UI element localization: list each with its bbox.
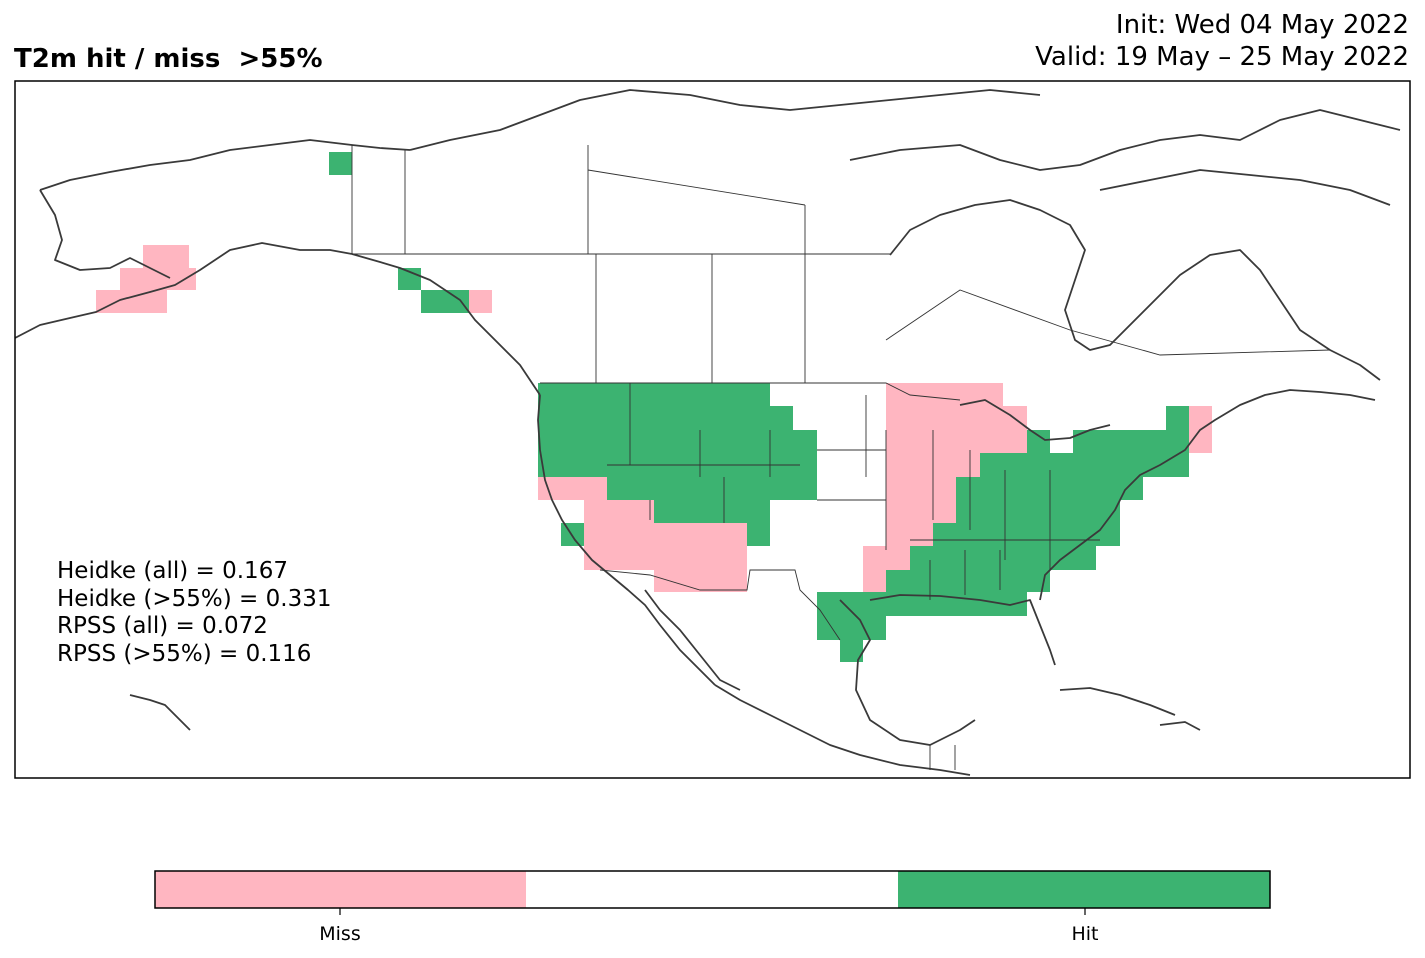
- stat-heidke-all: Heidke (all) = 0.167: [57, 558, 288, 584]
- coast-hawaii: [129, 694, 191, 731]
- colorbar-hit: [898, 871, 1270, 908]
- map-frame: [14, 80, 1411, 779]
- coast-gulf-north: [869, 594, 1056, 666]
- colorbar-miss: [155, 871, 526, 908]
- hit-cell-socal: [561, 523, 584, 546]
- init-date: Init: Wed 04 May 2022: [1115, 10, 1409, 40]
- hit-cells-east: [817, 406, 1189, 662]
- valid-period: Valid: 19 May – 25 May 2022: [1035, 42, 1409, 72]
- colorbar-neutral: [526, 871, 898, 908]
- border-us-states: [607, 383, 1100, 600]
- border-central-america: [929, 745, 956, 770]
- miss-cells-alaska: [96, 245, 196, 313]
- border-canada-provinces: [352, 145, 1331, 383]
- hit-cells-panhandle: [398, 268, 469, 313]
- miss-cell-panhandle: [469, 290, 492, 313]
- verification-cells: [96, 152, 1212, 662]
- coast-us-west: [537, 394, 716, 686]
- hit-cell-nm: [747, 523, 770, 546]
- coast-arctic: [409, 89, 1041, 151]
- coastlines: [15, 89, 1401, 776]
- colorbar: Miss Hit: [154, 870, 1271, 945]
- miss-cells-southwest: [538, 477, 747, 592]
- stat-rpss-all: RPSS (all) = 0.072: [57, 613, 268, 639]
- coast-baffin: [1099, 169, 1391, 206]
- border-us-mexico: [599, 569, 841, 641]
- coast-atlantic: [1039, 389, 1376, 601]
- hit-cells-west: [538, 383, 817, 546]
- coast-hudson-bay: [889, 199, 1381, 381]
- coast-arctic-islands: [849, 109, 1401, 171]
- coast-baja-gulf: [644, 589, 741, 691]
- border-us-canada: [540, 382, 961, 401]
- coast-cuba: [1059, 687, 1176, 716]
- coast-pacific-nw: [351, 253, 541, 396]
- map-content: Heidke (all) = 0.167 Heidke (>55%) = 0.3…: [15, 89, 1401, 776]
- coast-mexico-pacific: [714, 684, 971, 776]
- coast-gulf: [839, 599, 976, 746]
- colorbar-label-hit: Hit: [1071, 923, 1098, 945]
- coast-alaska-bering: [39, 189, 171, 279]
- hit-cell-north-alaska: [329, 152, 352, 175]
- coast-alaska-west: [15, 242, 353, 339]
- coast-great-lakes: [959, 399, 1111, 441]
- political-boundaries: [351, 145, 1331, 770]
- stat-rpss-55: RPSS (>55%) = 0.116: [57, 641, 311, 667]
- colorbar-label-miss: Miss: [319, 923, 360, 945]
- skill-scores: Heidke (all) = 0.167 Heidke (>55%) = 0.3…: [57, 558, 331, 667]
- coast-hispaniola: [1159, 721, 1201, 731]
- map-title: T2m hit / miss >55%: [14, 44, 323, 74]
- coast-alaska-north: [39, 139, 411, 191]
- miss-cells-midwest: [863, 383, 1027, 592]
- stat-heidke-55: Heidke (>55%) = 0.331: [57, 586, 331, 612]
- colorbar-frame: [154, 870, 1271, 909]
